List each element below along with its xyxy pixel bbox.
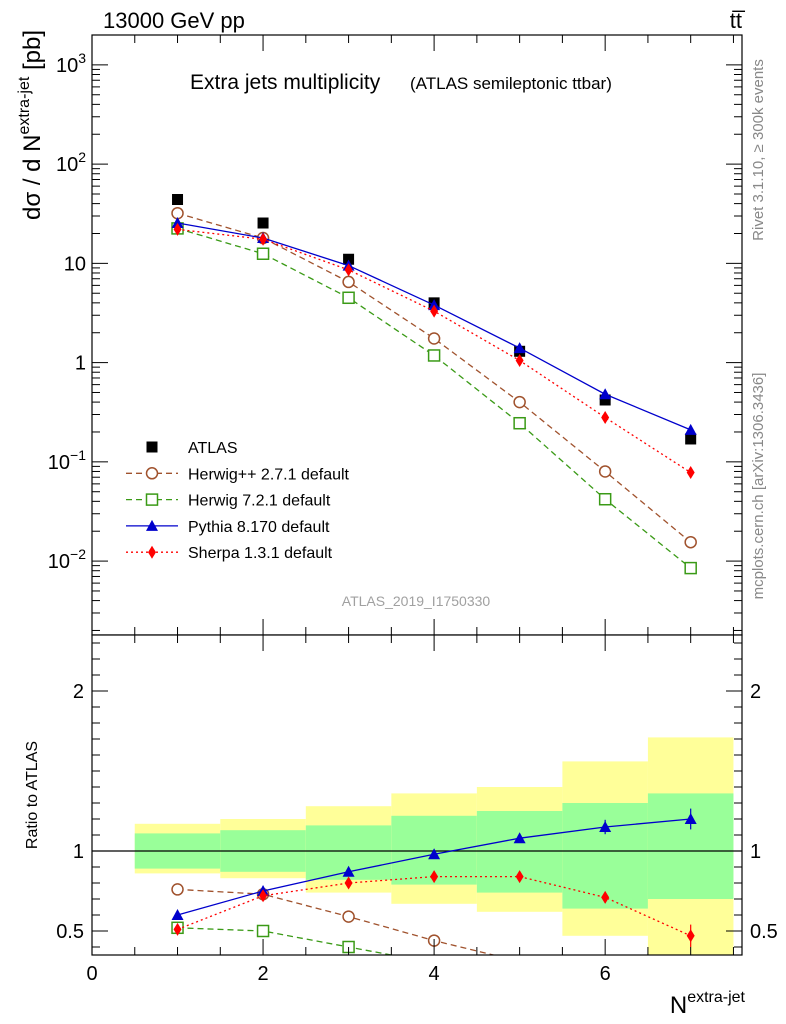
legend-label: Herwig++ 2.7.1 default <box>188 466 350 483</box>
data-point <box>598 465 612 478</box>
ratio-point <box>430 870 439 884</box>
ratio-point <box>686 929 695 943</box>
ratio-y-axis-label: Ratio to ATLAS <box>24 741 41 849</box>
ratio-series-pythia-8-170-default <box>171 808 697 920</box>
data-point <box>430 304 439 318</box>
ratio-point <box>342 865 355 877</box>
legend-label: Sherpa 1.3.1 default <box>188 545 333 562</box>
legend-marker <box>146 519 158 531</box>
ratio-panel: 0.5 0.5 1 1 2 2 0 2 4 6 Ratio to ATLAS Nextra-jet <box>24 634 778 1019</box>
data-point <box>427 349 441 362</box>
data-point <box>259 232 268 246</box>
legend-marker <box>148 545 156 559</box>
legend-marker <box>145 493 159 506</box>
x-tick-label: 2 <box>257 963 268 985</box>
series-atlas <box>172 194 697 445</box>
rivet-version-label: Rivet 3.1.10, ≥ 300k events <box>750 59 767 241</box>
mcplots-label: mcplots.cern.ch [arXiv:1306.3436] <box>750 373 767 600</box>
y-tick-label: 10−2 <box>48 546 86 573</box>
data-point <box>173 222 182 236</box>
data-point <box>599 394 611 406</box>
data-point <box>513 342 526 354</box>
ratio-line <box>177 927 395 955</box>
ratio-y-tick-label: 2 <box>73 681 84 703</box>
ratio-point <box>344 876 353 890</box>
ratio-point <box>513 832 526 844</box>
ratio-frame <box>91 634 743 956</box>
x-tick-label: 6 <box>600 963 611 985</box>
data-point <box>428 299 441 311</box>
data-point <box>342 291 355 305</box>
data-point <box>684 561 697 575</box>
data-point <box>684 535 697 549</box>
ratio-y-tick-label-right: 0.5 <box>750 921 778 943</box>
ratio-point <box>171 883 184 896</box>
data-point <box>685 433 697 445</box>
ratio-y-tick-label: 1 <box>73 841 84 863</box>
ratio-point <box>684 813 697 824</box>
ratio-point <box>428 848 441 860</box>
series-line <box>177 222 691 431</box>
data-point <box>256 247 270 260</box>
data-point <box>599 388 612 400</box>
data-point <box>344 263 353 277</box>
y-tick-label: 102 <box>56 149 86 176</box>
ratio-point <box>599 821 612 832</box>
data-point <box>513 416 526 430</box>
data-point <box>513 395 526 409</box>
data-point <box>171 217 184 229</box>
data-point <box>686 466 695 480</box>
header-energy: 13000 GeV pp <box>103 8 245 33</box>
data-point <box>342 275 355 289</box>
data-point <box>515 354 524 368</box>
data-point <box>257 217 269 229</box>
y-tick-label: 103 <box>56 50 86 77</box>
ratio-y-tick-label: 0.5 <box>56 921 84 943</box>
legend-marker <box>145 467 159 480</box>
ratio-point <box>259 889 268 903</box>
data-point <box>172 194 184 206</box>
legend-label: ATLAS <box>188 440 238 457</box>
x-axis-label: Nextra-jet <box>670 989 746 1019</box>
y-tick-label: 10 <box>64 253 86 275</box>
x-tick-label: 4 <box>429 963 440 985</box>
legend-label: Herwig 7.2.1 default <box>188 493 331 510</box>
ratio-point <box>173 922 182 936</box>
legend-marker <box>146 441 158 453</box>
ratio-point <box>171 909 184 920</box>
chart-title: Extra jets multiplicity <box>190 71 381 94</box>
y-axis-label: dσ / d Nextra-jet [pb] <box>16 30 46 220</box>
ratio-point <box>515 870 524 884</box>
data-point <box>343 253 355 265</box>
data-point <box>427 332 441 345</box>
series-sherpa-1-3-1-default <box>173 222 695 480</box>
y-tick-label: 10−1 <box>48 447 86 474</box>
analysis-watermark: ATLAS_2019_I1750330 <box>342 593 491 609</box>
chart-subtitle: (ATLAS semileptonic ttbar) <box>410 74 612 93</box>
ratio-point <box>601 890 610 904</box>
y-tick-label: 1 <box>75 353 86 375</box>
ratio-point <box>256 924 270 938</box>
header-process: tt̅ <box>730 8 746 33</box>
ratio-y-tick-label-right: 2 <box>750 681 761 703</box>
main-panel: 10−2 10−1 1 10 102 103 Extra jets multiplicity… <box>16 30 743 636</box>
data-point <box>598 492 612 506</box>
data-point <box>601 410 610 424</box>
legend: ATLAS Herwig++ 2.7.1 default Herwig 7.2.1 … <box>126 440 350 562</box>
legend-label: Pythia 8.170 default <box>188 519 330 536</box>
ratio-point <box>342 910 355 923</box>
data-point <box>684 423 697 435</box>
x-tick-label: 0 <box>86 963 97 985</box>
ratio-point <box>514 956 525 967</box>
ratio-y-tick-label-right: 1 <box>750 841 761 863</box>
ratio-series-sherpa-1-3-1-default <box>173 870 695 947</box>
